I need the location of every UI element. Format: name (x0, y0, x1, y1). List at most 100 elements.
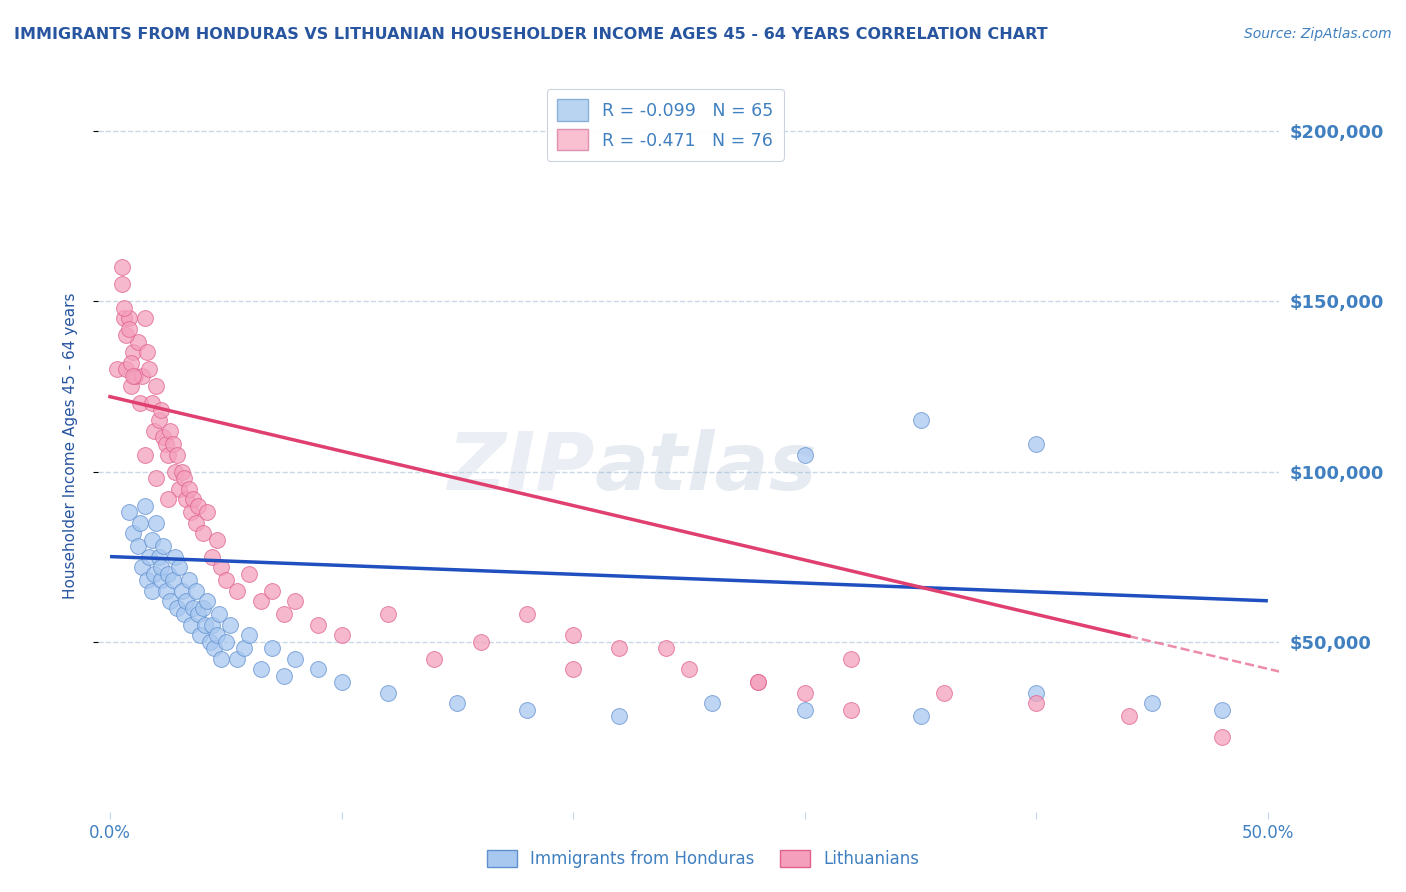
Point (284, 651, 307, 665)
Point (170, 583, 193, 598)
Point (176, 594, 198, 608)
Point (195, 505, 218, 519)
Point (122, 525, 145, 540)
Point (145, 379, 167, 393)
Point (149, 574, 172, 588)
Point (238, 628, 260, 642)
Point (205, 533, 228, 547)
Point (145, 471, 167, 485)
Point (562, 628, 585, 642)
Point (173, 471, 195, 485)
Point (609, 641, 631, 656)
Point (141, 396, 163, 410)
Point (112, 301, 135, 316)
Point (330, 628, 353, 642)
Point (233, 641, 256, 656)
Point (159, 594, 181, 608)
Point (141, 533, 163, 547)
Point (249, 662, 271, 676)
Point (1025, 686, 1047, 700)
Point (932, 686, 955, 700)
Point (226, 651, 249, 665)
Point (208, 607, 231, 622)
Text: Source: ZipAtlas.com: Source: ZipAtlas.com (1244, 27, 1392, 41)
Point (148, 549, 170, 564)
Point (117, 311, 139, 326)
Point (148, 413, 170, 427)
Point (177, 574, 200, 588)
Point (284, 594, 307, 608)
Point (176, 491, 198, 506)
Point (219, 617, 242, 632)
Point (307, 617, 329, 632)
Y-axis label: Householder Income Ages 45 - 64 years: Householder Income Ages 45 - 64 years (63, 293, 77, 599)
Point (1025, 696, 1047, 710)
Point (136, 345, 159, 359)
Point (180, 505, 202, 519)
Point (273, 607, 295, 622)
Point (110, 277, 132, 292)
Point (131, 369, 153, 384)
Point (183, 600, 205, 615)
Point (169, 482, 191, 496)
Point (156, 491, 179, 506)
Point (180, 617, 202, 632)
Point (122, 369, 145, 384)
Point (134, 499, 156, 513)
Point (155, 583, 177, 598)
Point (112, 311, 135, 326)
Point (1140, 696, 1163, 710)
Point (138, 362, 160, 376)
Point (156, 566, 179, 581)
Point (131, 559, 153, 574)
Point (120, 379, 142, 393)
Point (205, 628, 228, 642)
Point (516, 703, 538, 717)
Point (166, 448, 188, 462)
Point (187, 607, 209, 622)
Point (839, 651, 862, 665)
Text: IMMIGRANTS FROM HONDURAS VS LITHUANIAN HOUSEHOLDER INCOME AGES 45 - 64 YEARS COR: IMMIGRANTS FROM HONDURAS VS LITHUANIAN H… (14, 27, 1047, 42)
Point (187, 499, 209, 513)
Point (262, 583, 284, 598)
Point (793, 686, 815, 700)
Point (1211, 703, 1233, 717)
Point (678, 662, 700, 676)
Point (141, 583, 163, 598)
Text: ZIP: ZIP (447, 429, 595, 507)
Point (201, 549, 224, 564)
Point (143, 566, 166, 581)
Point (330, 675, 353, 690)
Point (195, 594, 218, 608)
Point (470, 634, 492, 648)
Legend: Immigrants from Honduras, Lithuanians: Immigrants from Honduras, Lithuanians (481, 843, 925, 875)
Point (226, 583, 249, 598)
Point (173, 607, 195, 622)
Point (166, 600, 188, 615)
Point (191, 600, 214, 615)
Point (138, 549, 160, 564)
Point (134, 311, 156, 326)
Text: atlas: atlas (595, 429, 817, 507)
Point (209, 651, 232, 665)
Legend: R = -0.099   N = 65, R = -0.471   N = 76: R = -0.099 N = 65, R = -0.471 N = 76 (547, 89, 785, 161)
Point (609, 709, 631, 723)
Point (127, 540, 149, 554)
Point (516, 607, 538, 622)
Point (143, 424, 166, 438)
Point (194, 617, 217, 632)
Point (562, 662, 585, 676)
Point (307, 662, 329, 676)
Point (1211, 730, 1233, 744)
Point (136, 574, 159, 588)
Point (129, 516, 152, 530)
Point (910, 413, 932, 427)
Point (747, 675, 769, 690)
Point (747, 675, 769, 690)
Point (238, 566, 260, 581)
Point (377, 607, 399, 622)
Point (183, 491, 205, 506)
Point (188, 628, 211, 642)
Point (163, 549, 186, 564)
Point (152, 430, 174, 444)
